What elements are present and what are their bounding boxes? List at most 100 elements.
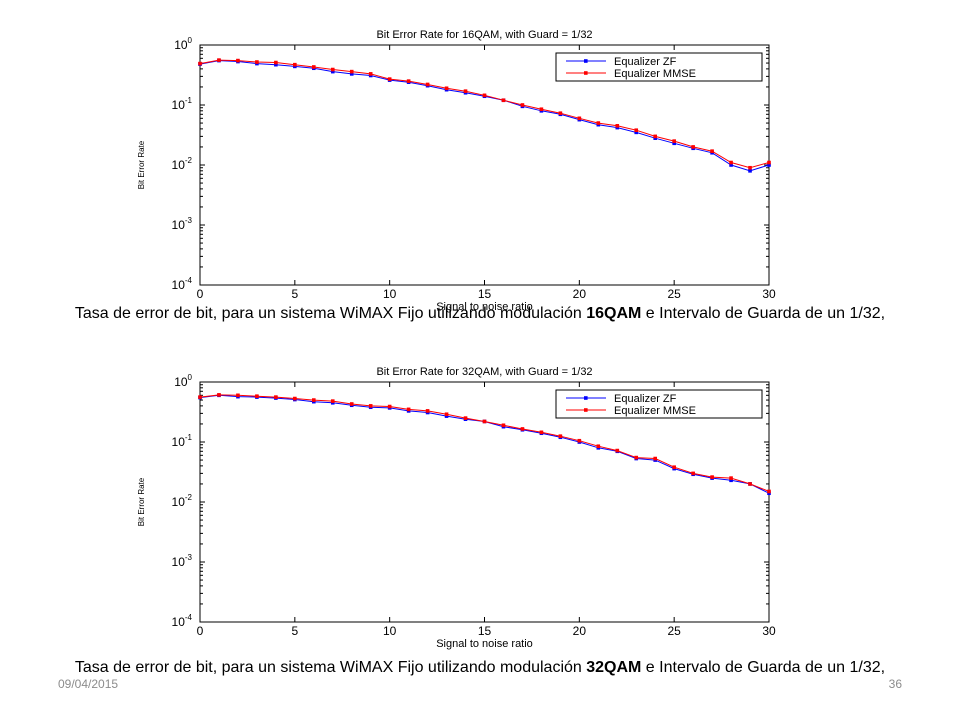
data-point bbox=[349, 72, 354, 76]
x-tick-label: 10 bbox=[383, 624, 397, 638]
y-axis-label: Bit Error Rate bbox=[137, 140, 146, 189]
data-point bbox=[330, 69, 335, 74]
data-point bbox=[349, 402, 354, 406]
data-point bbox=[729, 160, 733, 165]
x-axis-label: Signal to noise ratio bbox=[436, 638, 533, 650]
data-point bbox=[236, 393, 240, 398]
legend-swatch-marker bbox=[584, 59, 588, 63]
caption-32qam-bold: 32QAM bbox=[586, 659, 642, 676]
data-point bbox=[501, 98, 506, 103]
y-tick-label: 10-3 bbox=[172, 553, 193, 569]
ber-chart-32qam: Bit Error Rate for 32QAM, with Guard = 1… bbox=[0, 352, 960, 652]
data-point bbox=[406, 407, 411, 412]
legend-swatch-marker bbox=[584, 396, 588, 400]
slide-page-number: 36 bbox=[888, 677, 902, 691]
data-point bbox=[653, 456, 657, 461]
data-point bbox=[482, 93, 487, 98]
x-tick-label: 0 bbox=[197, 624, 204, 638]
data-point bbox=[236, 58, 240, 63]
data-point bbox=[577, 438, 582, 443]
data-point bbox=[463, 89, 468, 93]
y-tick-label: 10-3 bbox=[172, 216, 193, 232]
data-point bbox=[444, 412, 449, 417]
data-point bbox=[558, 434, 563, 438]
caption-16qam-bold: 16QAM bbox=[586, 305, 642, 322]
data-point bbox=[444, 86, 449, 91]
data-point bbox=[767, 489, 771, 494]
y-axis-label: Bit Error Rate bbox=[137, 477, 146, 526]
data-point bbox=[425, 82, 430, 87]
data-point bbox=[729, 478, 733, 483]
x-tick-label: 5 bbox=[291, 287, 298, 301]
legend-swatch-marker bbox=[584, 71, 588, 75]
y-tick-label: 10-1 bbox=[172, 433, 193, 449]
data-point bbox=[710, 149, 714, 153]
caption-16qam: Tasa de error de bit, para un sistema Wi… bbox=[20, 302, 940, 326]
slide-date: 09/04/2015 bbox=[58, 677, 119, 691]
caption-32qam: Tasa de error de bit, para un sistema Wi… bbox=[20, 656, 940, 680]
data-point bbox=[274, 395, 278, 399]
data-point bbox=[767, 163, 771, 167]
data-point bbox=[330, 67, 335, 72]
data-point bbox=[729, 163, 733, 167]
data-point bbox=[501, 423, 506, 428]
data-point bbox=[539, 107, 544, 112]
legend-label: Equalizer ZF bbox=[614, 56, 677, 68]
x-tick-label: 25 bbox=[667, 624, 681, 638]
data-point bbox=[672, 139, 676, 143]
data-point bbox=[748, 482, 752, 486]
x-tick-label: 25 bbox=[667, 287, 681, 301]
data-point bbox=[349, 69, 354, 74]
data-point bbox=[255, 60, 259, 64]
x-tick-label: 30 bbox=[762, 287, 776, 301]
legend-swatch-marker bbox=[584, 408, 588, 412]
data-point bbox=[653, 134, 657, 139]
legend-label: Equalizer ZF bbox=[614, 393, 677, 405]
data-point bbox=[406, 79, 411, 83]
x-tick-label: 5 bbox=[291, 624, 298, 638]
data-point bbox=[672, 465, 676, 470]
data-point bbox=[217, 58, 221, 62]
x-tick-label: 15 bbox=[478, 287, 492, 301]
data-point bbox=[312, 65, 316, 69]
data-point bbox=[748, 165, 752, 170]
data-point bbox=[539, 430, 544, 435]
y-tick-label: 10-4 bbox=[172, 276, 193, 292]
data-point bbox=[293, 62, 297, 67]
data-point bbox=[691, 471, 695, 476]
data-point bbox=[577, 116, 582, 121]
data-point bbox=[482, 419, 487, 424]
data-point bbox=[368, 72, 373, 76]
x-axis-label: Signal to noise ratio bbox=[436, 301, 533, 313]
ber-chart-32qam-svg: Bit Error Rate for 32QAM, with Guard = 1… bbox=[137, 366, 776, 650]
y-tick-label: 10-2 bbox=[172, 493, 193, 509]
y-tick-label: 10-4 bbox=[172, 613, 193, 629]
data-point bbox=[444, 414, 449, 418]
x-tick-label: 20 bbox=[573, 624, 587, 638]
data-point bbox=[729, 476, 733, 480]
data-point bbox=[615, 124, 620, 128]
x-tick-label: 30 bbox=[762, 624, 776, 638]
caption-16qam-prefix: Tasa de error de bit, para un sistema Wi… bbox=[74, 305, 587, 322]
legend-label: Equalizer MMSE bbox=[614, 405, 696, 417]
legend-box bbox=[555, 389, 763, 419]
data-point bbox=[274, 60, 278, 65]
y-tick-label: 10-2 bbox=[172, 156, 193, 172]
chart-title: Bit Error Rate for 32QAM, with Guard = 1… bbox=[376, 366, 592, 378]
data-point bbox=[520, 427, 525, 431]
data-point bbox=[217, 393, 221, 397]
data-point bbox=[710, 475, 714, 479]
data-point bbox=[463, 416, 468, 420]
caption-16qam-suffix: e Intervalo de Guarda de un 1/32, bbox=[641, 305, 886, 322]
data-point bbox=[312, 398, 316, 402]
x-tick-label: 20 bbox=[573, 287, 587, 301]
data-point bbox=[387, 77, 392, 81]
data-point bbox=[520, 103, 525, 107]
data-point bbox=[558, 111, 563, 116]
data-point bbox=[691, 145, 695, 149]
data-point bbox=[274, 62, 278, 67]
data-point bbox=[615, 448, 620, 453]
ber-chart-16qam: Bit Error Rate for 16QAM, with Guard = 1… bbox=[0, 15, 960, 315]
y-tick-label: 100 bbox=[174, 373, 192, 389]
data-point bbox=[255, 394, 259, 398]
